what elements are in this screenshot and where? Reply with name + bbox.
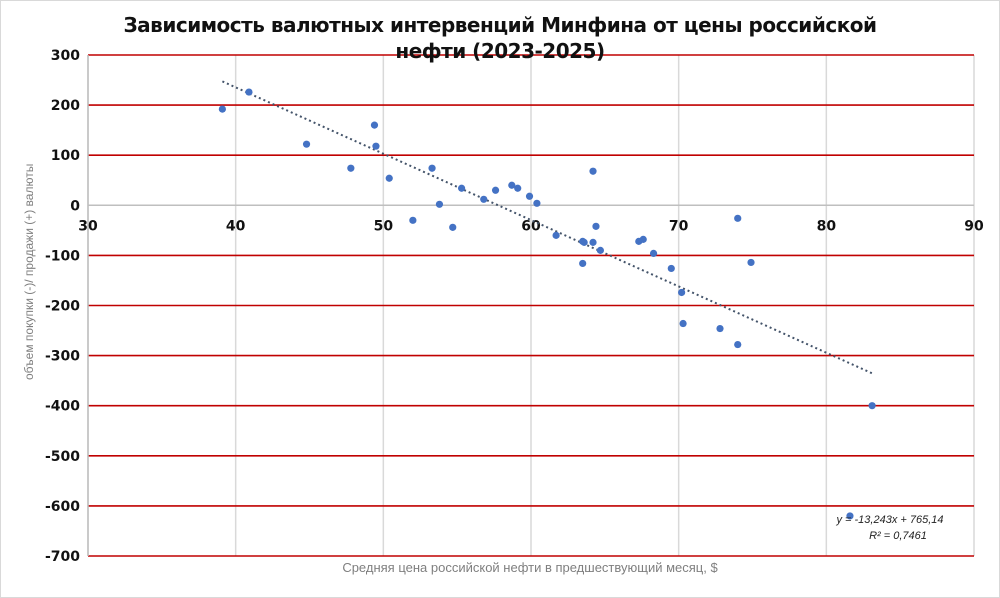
y-axis-label: объем покупки (-)/ продажи (+) валюты xyxy=(22,163,36,380)
chart-title-line-2: нефти (2023-2025) xyxy=(395,39,605,63)
data-point xyxy=(435,200,444,208)
data-point xyxy=(592,222,600,230)
data-point xyxy=(678,288,686,297)
y-tick-label: -600 xyxy=(45,499,80,515)
data-point xyxy=(508,181,516,189)
chart-title-line-1: Зависимость валютных интервенций Минфина… xyxy=(123,13,877,37)
data-point xyxy=(667,264,675,273)
y-tick-label: 0 xyxy=(70,198,80,214)
data-point xyxy=(347,164,355,172)
data-point xyxy=(579,259,587,268)
data-point xyxy=(480,195,488,203)
y-tick-label: -300 xyxy=(45,349,80,365)
chart-title: Зависимость валютных интервенций Минфина… xyxy=(100,12,900,64)
x-tick-label: 60 xyxy=(521,218,541,234)
y-tick-label: -700 xyxy=(45,549,80,565)
x-tick-label: 90 xyxy=(964,218,984,234)
y-tick-label: 200 xyxy=(51,98,80,114)
data-point xyxy=(525,192,534,200)
x-tick-label: 30 xyxy=(78,218,98,234)
x-tick-label: 80 xyxy=(817,218,837,234)
x-tick-label: 70 xyxy=(669,218,689,234)
data-point xyxy=(649,249,658,257)
data-point xyxy=(457,184,466,192)
data-point xyxy=(734,214,742,222)
data-point xyxy=(302,140,311,148)
y-tick-label: -100 xyxy=(45,248,80,264)
data-point xyxy=(589,167,597,175)
data-point xyxy=(533,199,541,207)
data-point xyxy=(428,164,436,172)
x-tick-label: 40 xyxy=(226,218,246,234)
data-point xyxy=(846,512,854,520)
trendline xyxy=(221,80,873,375)
data-point xyxy=(372,142,380,150)
data-point xyxy=(491,186,500,194)
data-point xyxy=(514,184,522,192)
data-point xyxy=(370,121,379,129)
data-point xyxy=(589,238,597,246)
y-tick-label: -400 xyxy=(45,399,80,415)
data-point xyxy=(449,223,457,231)
y-tick-label: -500 xyxy=(45,449,80,465)
x-axis-label: Средняя цена российской нефти в предшест… xyxy=(342,560,718,575)
data-point xyxy=(639,235,647,243)
data-point xyxy=(580,238,588,246)
data-point xyxy=(385,174,393,182)
data-point xyxy=(552,231,560,239)
trendline-r-squared: R² = 0,7461 xyxy=(869,530,927,542)
data-point xyxy=(868,402,876,410)
y-tick-label: -200 xyxy=(45,299,80,315)
data-point xyxy=(716,324,724,333)
y-tick-label: 100 xyxy=(51,148,80,164)
data-point xyxy=(734,340,742,349)
data-point xyxy=(218,105,226,113)
trendline-equation: y = -13,243x + 765,14 xyxy=(835,514,943,526)
data-point xyxy=(245,88,253,96)
x-tick-label: 50 xyxy=(374,218,394,234)
y-tick-label: 300 xyxy=(51,48,80,64)
data-point xyxy=(747,258,755,267)
data-point xyxy=(596,246,605,254)
data-point xyxy=(679,319,687,328)
data-point xyxy=(409,216,417,224)
